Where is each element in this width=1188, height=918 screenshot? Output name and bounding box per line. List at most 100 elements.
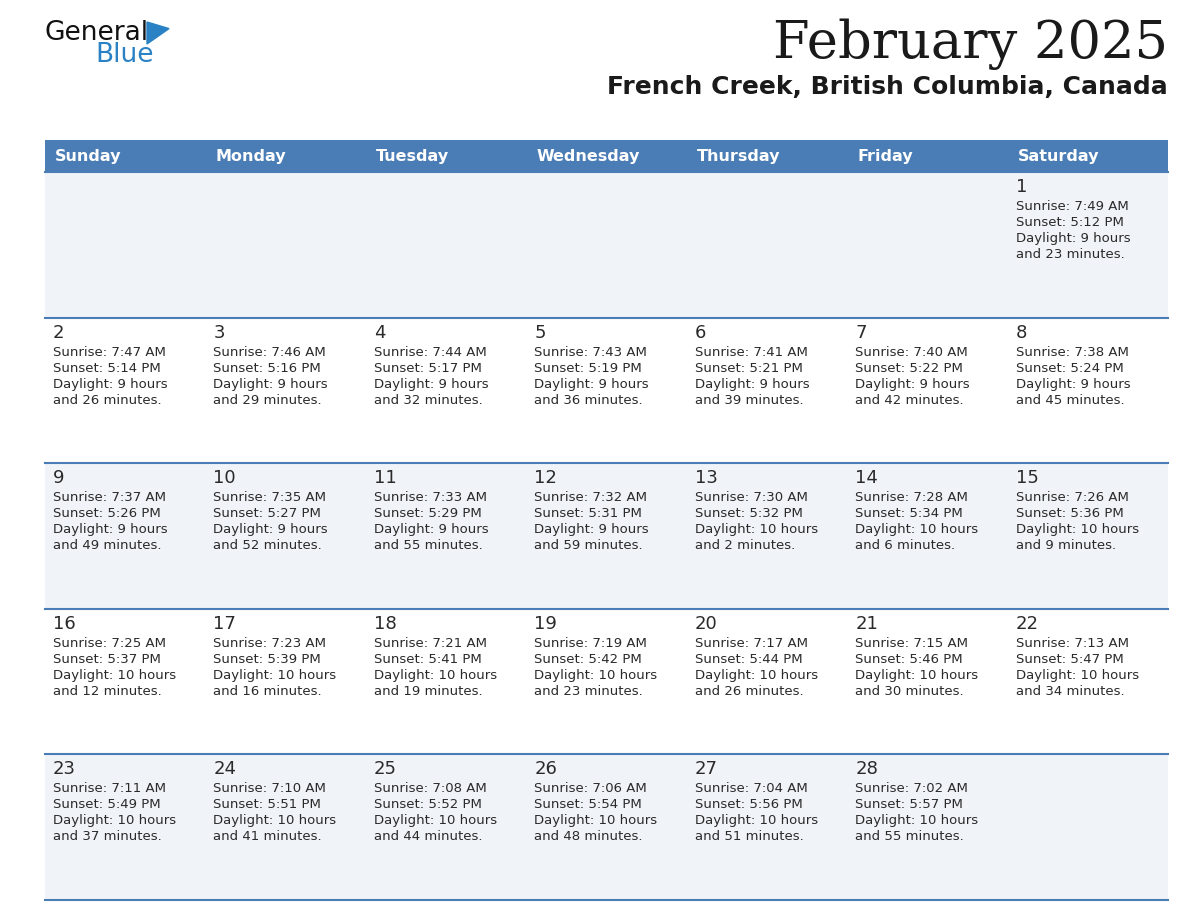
Text: 26: 26 bbox=[535, 760, 557, 778]
Text: 17: 17 bbox=[214, 615, 236, 633]
Text: 10: 10 bbox=[214, 469, 236, 487]
Text: Sunset: 5:39 PM: Sunset: 5:39 PM bbox=[214, 653, 321, 666]
Text: 13: 13 bbox=[695, 469, 718, 487]
Bar bbox=[1007, 140, 1168, 172]
Text: Daylight: 9 hours: Daylight: 9 hours bbox=[374, 523, 488, 536]
Text: 1: 1 bbox=[1016, 178, 1026, 196]
Text: Sunset: 5:21 PM: Sunset: 5:21 PM bbox=[695, 362, 803, 375]
Text: 11: 11 bbox=[374, 469, 397, 487]
Text: and 37 minutes.: and 37 minutes. bbox=[53, 831, 162, 844]
Text: Thursday: Thursday bbox=[696, 149, 781, 163]
Text: and 36 minutes.: and 36 minutes. bbox=[535, 394, 643, 407]
Text: Daylight: 10 hours: Daylight: 10 hours bbox=[535, 814, 657, 827]
Text: Sunset: 5:17 PM: Sunset: 5:17 PM bbox=[374, 362, 481, 375]
Text: Sunrise: 7:47 AM: Sunrise: 7:47 AM bbox=[53, 345, 166, 359]
Text: 6: 6 bbox=[695, 324, 706, 341]
Text: Sunset: 5:51 PM: Sunset: 5:51 PM bbox=[214, 799, 321, 812]
Text: Sunset: 5:12 PM: Sunset: 5:12 PM bbox=[1016, 216, 1124, 229]
Text: Friday: Friday bbox=[858, 149, 912, 163]
Text: Sunset: 5:26 PM: Sunset: 5:26 PM bbox=[53, 508, 160, 521]
Bar bbox=[45, 609, 1168, 755]
Text: Sunset: 5:54 PM: Sunset: 5:54 PM bbox=[535, 799, 642, 812]
Text: Monday: Monday bbox=[215, 149, 286, 163]
Text: Sunrise: 7:17 AM: Sunrise: 7:17 AM bbox=[695, 637, 808, 650]
Text: and 55 minutes.: and 55 minutes. bbox=[374, 539, 482, 553]
Text: Sunrise: 7:35 AM: Sunrise: 7:35 AM bbox=[214, 491, 327, 504]
Text: and 23 minutes.: and 23 minutes. bbox=[1016, 248, 1124, 261]
Text: Sunrise: 7:40 AM: Sunrise: 7:40 AM bbox=[855, 345, 968, 359]
Text: Daylight: 9 hours: Daylight: 9 hours bbox=[535, 523, 649, 536]
Text: Sunrise: 7:43 AM: Sunrise: 7:43 AM bbox=[535, 345, 647, 359]
Text: Sunday: Sunday bbox=[55, 149, 121, 163]
Text: and 9 minutes.: and 9 minutes. bbox=[1016, 539, 1116, 553]
Text: and 59 minutes.: and 59 minutes. bbox=[535, 539, 643, 553]
Text: Daylight: 10 hours: Daylight: 10 hours bbox=[214, 669, 336, 682]
Text: Sunrise: 7:37 AM: Sunrise: 7:37 AM bbox=[53, 491, 166, 504]
Text: 12: 12 bbox=[535, 469, 557, 487]
Text: Sunset: 5:46 PM: Sunset: 5:46 PM bbox=[855, 653, 962, 666]
Text: Sunrise: 7:49 AM: Sunrise: 7:49 AM bbox=[1016, 200, 1129, 213]
Text: 16: 16 bbox=[53, 615, 76, 633]
Text: and 39 minutes.: and 39 minutes. bbox=[695, 394, 803, 407]
Bar bbox=[206, 140, 366, 172]
Text: Sunset: 5:52 PM: Sunset: 5:52 PM bbox=[374, 799, 481, 812]
Text: Sunrise: 7:30 AM: Sunrise: 7:30 AM bbox=[695, 491, 808, 504]
Text: and 2 minutes.: and 2 minutes. bbox=[695, 539, 795, 553]
Text: 27: 27 bbox=[695, 760, 718, 778]
Text: Sunrise: 7:41 AM: Sunrise: 7:41 AM bbox=[695, 345, 808, 359]
Text: Sunrise: 7:38 AM: Sunrise: 7:38 AM bbox=[1016, 345, 1129, 359]
Text: Daylight: 10 hours: Daylight: 10 hours bbox=[855, 523, 978, 536]
Text: 15: 15 bbox=[1016, 469, 1038, 487]
Text: Sunset: 5:27 PM: Sunset: 5:27 PM bbox=[214, 508, 321, 521]
Text: Daylight: 10 hours: Daylight: 10 hours bbox=[53, 814, 176, 827]
Text: 19: 19 bbox=[535, 615, 557, 633]
Bar bbox=[847, 140, 1007, 172]
Text: Sunrise: 7:44 AM: Sunrise: 7:44 AM bbox=[374, 345, 487, 359]
Text: and 29 minutes.: and 29 minutes. bbox=[214, 394, 322, 407]
Bar bbox=[687, 140, 847, 172]
Text: Daylight: 9 hours: Daylight: 9 hours bbox=[374, 377, 488, 390]
Text: 7: 7 bbox=[855, 324, 866, 341]
Text: Daylight: 10 hours: Daylight: 10 hours bbox=[855, 669, 978, 682]
Text: Daylight: 9 hours: Daylight: 9 hours bbox=[535, 377, 649, 390]
Text: Daylight: 10 hours: Daylight: 10 hours bbox=[855, 814, 978, 827]
Text: Sunrise: 7:32 AM: Sunrise: 7:32 AM bbox=[535, 491, 647, 504]
Text: and 42 minutes.: and 42 minutes. bbox=[855, 394, 963, 407]
Bar bbox=[45, 318, 1168, 464]
Text: Sunrise: 7:04 AM: Sunrise: 7:04 AM bbox=[695, 782, 808, 795]
Text: General: General bbox=[45, 20, 150, 46]
Text: Sunset: 5:19 PM: Sunset: 5:19 PM bbox=[535, 362, 642, 375]
Text: Sunset: 5:34 PM: Sunset: 5:34 PM bbox=[855, 508, 963, 521]
Text: Sunrise: 7:08 AM: Sunrise: 7:08 AM bbox=[374, 782, 487, 795]
Text: Daylight: 10 hours: Daylight: 10 hours bbox=[535, 669, 657, 682]
Text: Sunset: 5:31 PM: Sunset: 5:31 PM bbox=[535, 508, 643, 521]
Text: Sunset: 5:29 PM: Sunset: 5:29 PM bbox=[374, 508, 481, 521]
Text: and 19 minutes.: and 19 minutes. bbox=[374, 685, 482, 698]
Text: Sunrise: 7:25 AM: Sunrise: 7:25 AM bbox=[53, 637, 166, 650]
Text: Sunrise: 7:33 AM: Sunrise: 7:33 AM bbox=[374, 491, 487, 504]
Text: and 41 minutes.: and 41 minutes. bbox=[214, 831, 322, 844]
Text: Tuesday: Tuesday bbox=[375, 149, 449, 163]
Text: 8: 8 bbox=[1016, 324, 1026, 341]
Text: 23: 23 bbox=[53, 760, 76, 778]
Text: February 2025: February 2025 bbox=[773, 18, 1168, 70]
Text: and 26 minutes.: and 26 minutes. bbox=[53, 394, 162, 407]
Text: 5: 5 bbox=[535, 324, 545, 341]
Polygon shape bbox=[147, 22, 169, 44]
Text: 14: 14 bbox=[855, 469, 878, 487]
Text: Sunset: 5:22 PM: Sunset: 5:22 PM bbox=[855, 362, 963, 375]
Text: Sunrise: 7:28 AM: Sunrise: 7:28 AM bbox=[855, 491, 968, 504]
Text: Sunrise: 7:26 AM: Sunrise: 7:26 AM bbox=[1016, 491, 1129, 504]
Text: Sunset: 5:14 PM: Sunset: 5:14 PM bbox=[53, 362, 160, 375]
Text: Daylight: 9 hours: Daylight: 9 hours bbox=[214, 523, 328, 536]
Text: Daylight: 10 hours: Daylight: 10 hours bbox=[695, 814, 817, 827]
Text: and 45 minutes.: and 45 minutes. bbox=[1016, 394, 1124, 407]
Text: Sunrise: 7:10 AM: Sunrise: 7:10 AM bbox=[214, 782, 327, 795]
Text: Daylight: 9 hours: Daylight: 9 hours bbox=[53, 523, 168, 536]
Text: Sunset: 5:41 PM: Sunset: 5:41 PM bbox=[374, 653, 481, 666]
Text: Sunset: 5:32 PM: Sunset: 5:32 PM bbox=[695, 508, 803, 521]
Text: Daylight: 9 hours: Daylight: 9 hours bbox=[1016, 377, 1130, 390]
Text: and 52 minutes.: and 52 minutes. bbox=[214, 539, 322, 553]
Bar bbox=[45, 464, 1168, 609]
Text: Sunrise: 7:02 AM: Sunrise: 7:02 AM bbox=[855, 782, 968, 795]
